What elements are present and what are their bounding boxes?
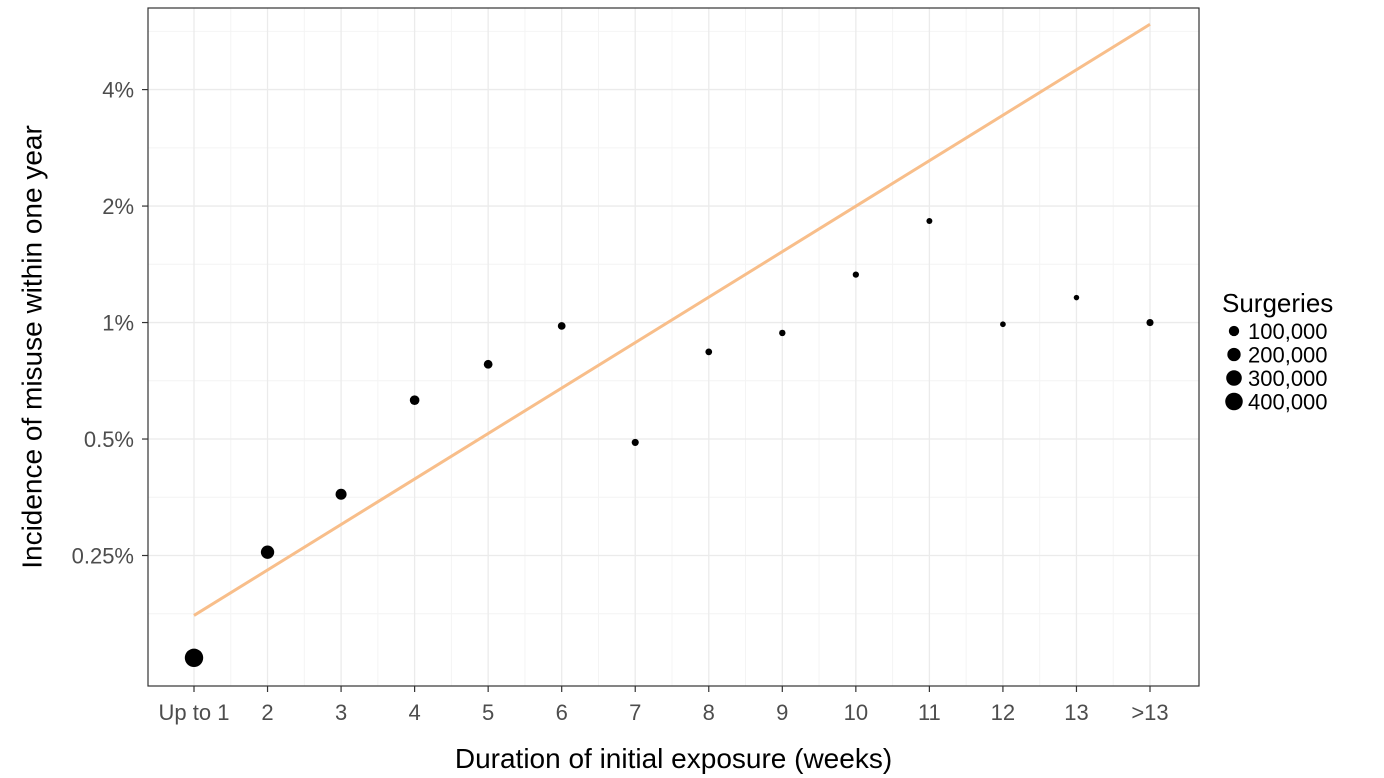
x-tick-label: 10 <box>844 700 868 725</box>
x-tick-label: 13 <box>1064 700 1088 725</box>
x-axis: Up to 1 2 3 4 5 6 7 8 9 10 11 12 13 >13 <box>159 686 1169 725</box>
x-tick-label: 8 <box>703 700 715 725</box>
data-point <box>409 395 420 405</box>
data-point <box>852 271 859 278</box>
legend-key <box>1227 347 1241 362</box>
x-tick-label: 5 <box>482 700 494 725</box>
y-axis-title: Incidence of misuse within one year <box>16 125 47 569</box>
legend-label: 100,000 <box>1248 319 1328 344</box>
trend-line-group <box>193 22 1151 617</box>
x-tick-label: Up to 1 <box>159 700 230 725</box>
x-tick-label: >13 <box>1131 700 1168 725</box>
data-point <box>1073 294 1080 301</box>
x-tick-label: 3 <box>335 700 347 725</box>
y-tick-label: 4% <box>102 78 134 103</box>
legend-label: 300,000 <box>1248 366 1328 391</box>
data-point <box>631 438 639 446</box>
y-tick-label: 1% <box>102 311 134 336</box>
data-point <box>184 648 204 668</box>
legend-key <box>1226 370 1242 386</box>
x-axis-title: Duration of initial exposure (weeks) <box>455 743 892 774</box>
trend-line <box>193 22 1151 617</box>
y-tick-label: 2% <box>102 194 134 219</box>
x-tick-label: 2 <box>261 700 273 725</box>
legend-label: 400,000 <box>1248 390 1328 415</box>
data-point <box>926 218 933 224</box>
x-tick-label: 11 <box>918 700 941 725</box>
data-point <box>1000 321 1006 328</box>
grid <box>148 8 1199 686</box>
data-point <box>779 329 786 337</box>
legend-key <box>1225 392 1243 411</box>
y-tick-label: 0.5% <box>84 427 134 452</box>
x-tick-label: 12 <box>991 700 1015 725</box>
data-point <box>335 488 347 500</box>
x-tick-label: 4 <box>408 700 420 725</box>
data-point <box>260 545 275 559</box>
data-point <box>705 348 713 356</box>
data-point <box>557 322 566 330</box>
points-group <box>184 218 1154 668</box>
legend-title: Surgeries <box>1222 288 1333 318</box>
x-tick-label: 6 <box>556 700 568 725</box>
y-tick-label: 0.25% <box>72 544 134 569</box>
panel-border <box>147 7 1200 687</box>
data-point <box>483 359 493 369</box>
y-axis: 0.25% 0.5% 1% 2% 4% <box>72 78 148 569</box>
legend-key <box>1228 325 1240 337</box>
x-tick-label: 7 <box>629 700 641 725</box>
legend-label: 200,000 <box>1248 343 1328 368</box>
data-point <box>1146 318 1154 327</box>
x-tick-label: 9 <box>776 700 788 725</box>
